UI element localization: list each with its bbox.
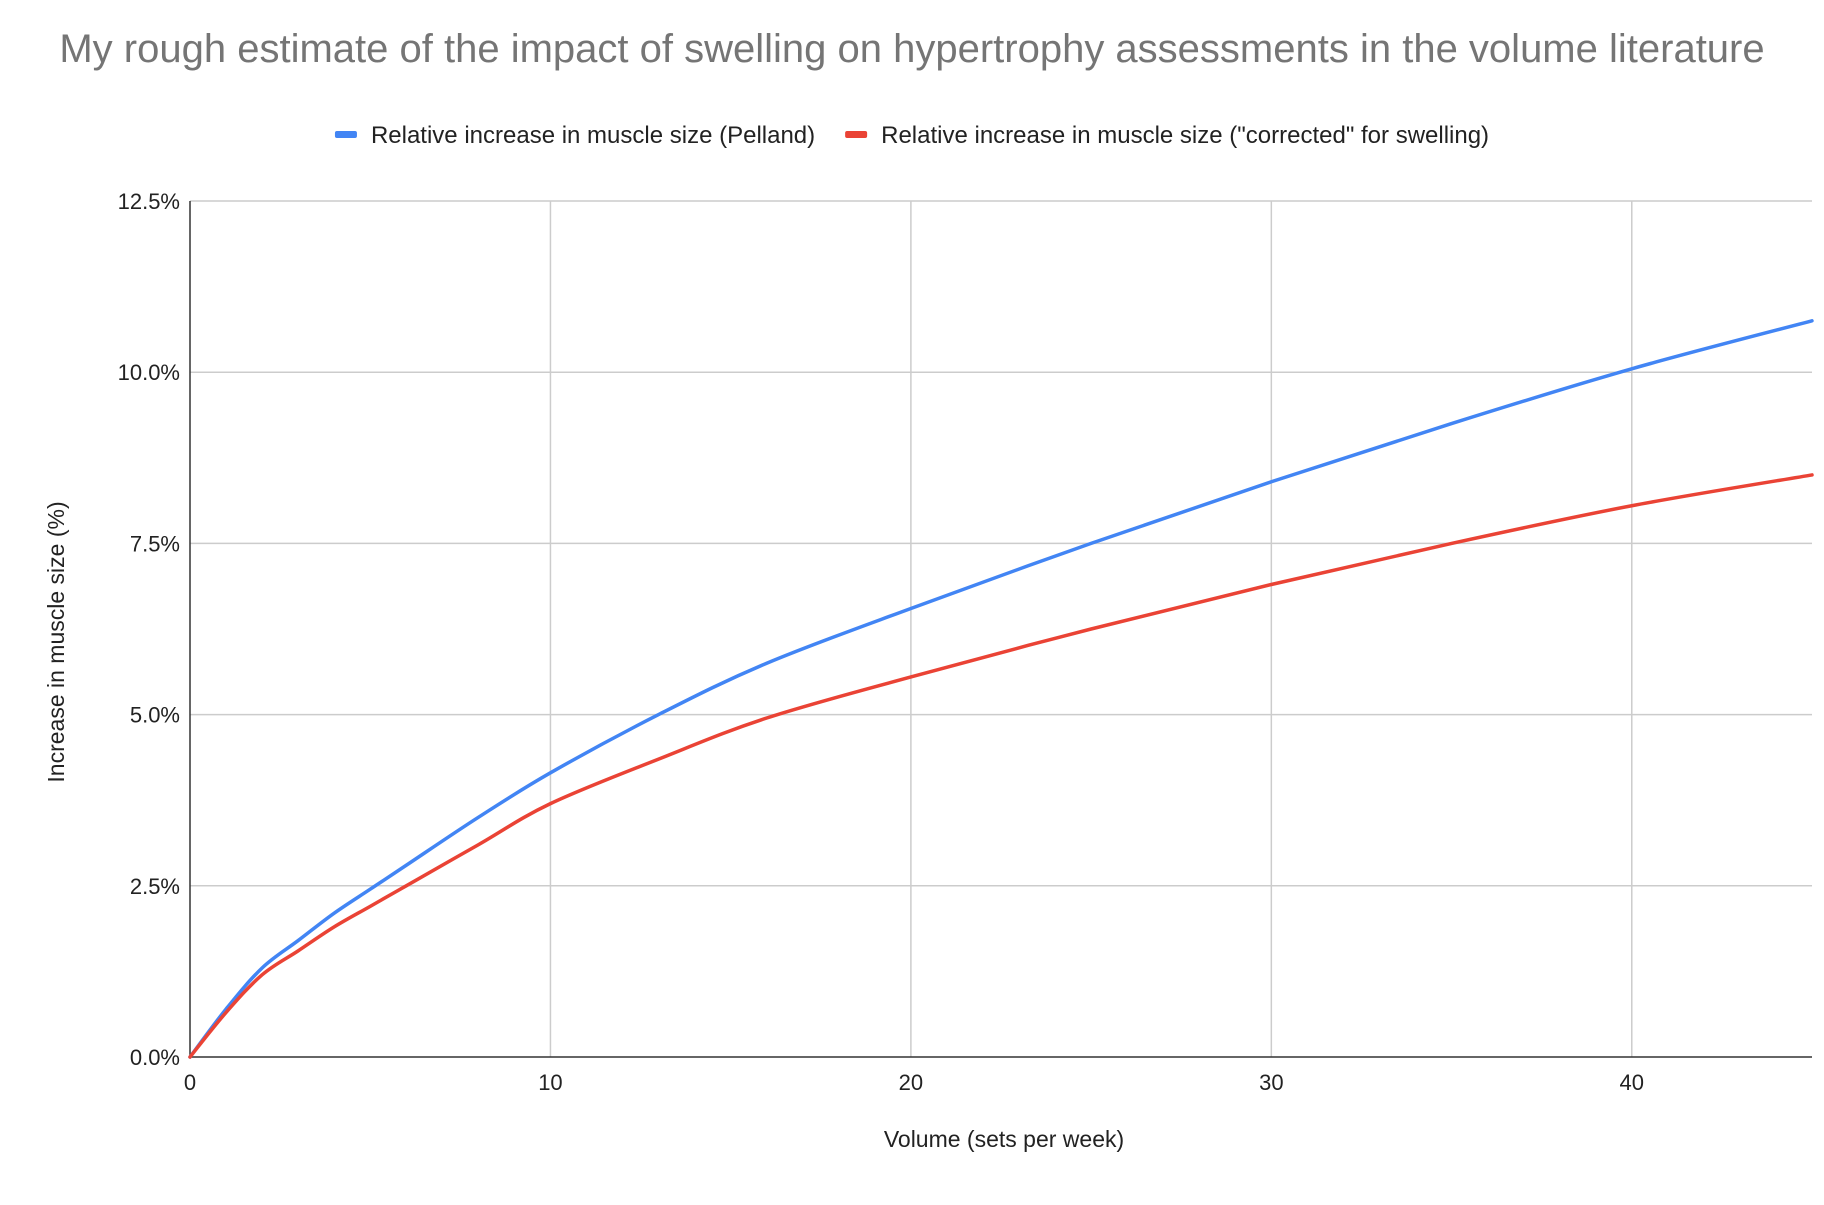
axes (189, 201, 1812, 1058)
y-tick-label: 0.0% (130, 1045, 180, 1070)
y-tick-label: 2.5% (130, 874, 180, 899)
x-tick-label: 30 (1259, 1070, 1283, 1095)
legend-label: Relative increase in muscle size ("corre… (881, 122, 1489, 149)
y-tick-label: 10.0% (118, 360, 180, 385)
legend-swatch (334, 131, 357, 138)
x-tick-labels: 0 10 20 30 40 (184, 1070, 1644, 1095)
gridlines (190, 200, 1812, 1057)
y-tick-label: 12.5% (118, 189, 180, 214)
x-tick-label: 10 (538, 1070, 562, 1095)
legend-item-1: Relative increase in muscle size (Pellan… (334, 122, 815, 149)
x-tick-label: 20 (899, 1070, 923, 1095)
x-axis-title: Volume (sets per week) (884, 1126, 1124, 1152)
chart-title: My rough estimate of the impact of swell… (59, 27, 1764, 71)
series-lines (188, 319, 1814, 1059)
y-axis-title: Increase in muscle size (%) (43, 501, 69, 782)
y-tick-labels: 0.0% 2.5% 5.0% 7.5% 10.0% 12.5% (118, 189, 180, 1070)
series-line-1 (188, 319, 1814, 1059)
y-tick-label: 5.0% (130, 703, 180, 728)
legend: Relative increase in muscle size (Pellan… (334, 122, 1489, 149)
x-tick-label: 40 (1620, 1070, 1644, 1095)
legend-label: Relative increase in muscle size (Pellan… (371, 122, 815, 149)
legend-item-2: Relative increase in muscle size ("corre… (845, 122, 1489, 149)
series-line-2 (188, 473, 1814, 1059)
legend-swatch (845, 131, 868, 138)
y-tick-label: 7.5% (130, 531, 180, 556)
x-tick-label: 0 (184, 1070, 196, 1095)
